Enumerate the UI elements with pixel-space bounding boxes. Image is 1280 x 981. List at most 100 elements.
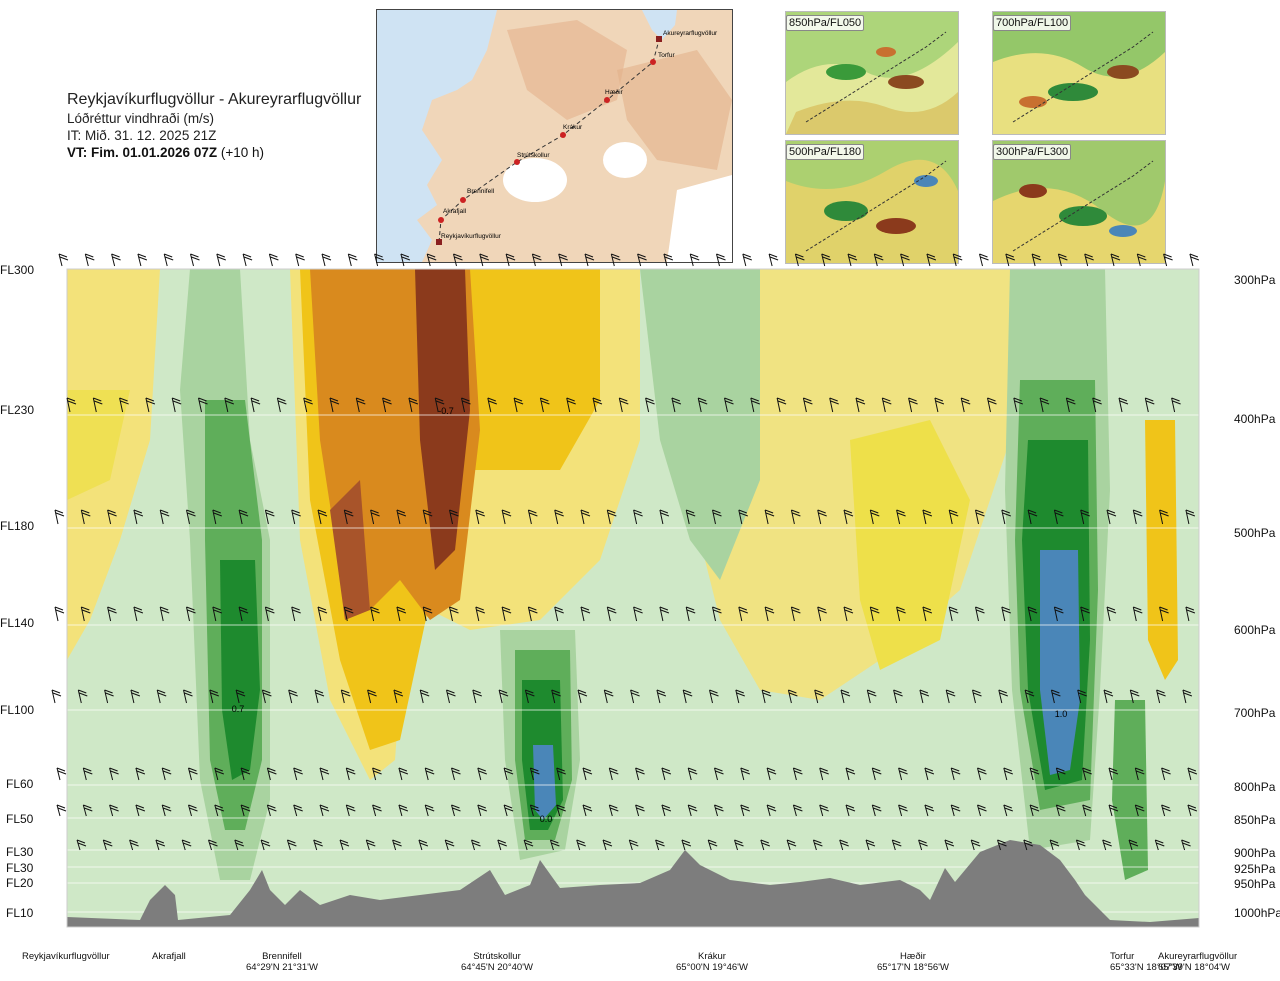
thumbnail-700hpa[interactable]: 700hPa/FL100 [992,11,1166,135]
map-marker-haedir[interactable] [604,97,610,103]
thumbnail-700hpa-label: 700hPa/FL100 [993,15,1072,31]
wind-barb [812,839,823,851]
waypoint-strutskollur[interactable]: Strútskollur 64°45'N 20°40'W [461,951,533,973]
wind-barb [313,839,323,851]
waypoint-haedir-name: Hæðir [900,951,926,962]
glacier-vatnajokull [667,175,732,262]
waypoint-haedir[interactable]: Hæðir 65°17'N 18°56'W [877,951,949,973]
wind-barb [819,804,829,817]
wind-barb [527,606,538,622]
highland-relief [507,20,627,120]
vertical-cross-section[interactable]: -0.7 0.7 0.0 1.0 [0,240,1280,940]
waypoint-akureyri[interactable]: Akureyrarflugvöllur 65°39'N 18°04'W [1158,951,1237,973]
axis-left-fl230: FL230 [0,403,35,417]
waypoint-krakur-name: Krákur [697,951,726,962]
wind-barb [948,606,959,622]
wind-barb [400,253,411,267]
wind-barb [449,509,459,525]
glacier-hofsjokull [603,142,647,178]
wind-barb [1080,606,1090,622]
wind-barb [1082,767,1092,781]
wind-barb [317,509,328,525]
waypoint-akrafjall[interactable]: Akrafjall [152,951,186,962]
wind-barb [606,509,617,525]
wind-barb [398,804,409,817]
wind-barb [1027,606,1038,622]
map-marker-strutskollur[interactable] [514,159,520,165]
wind-barb [712,509,722,525]
wind-barb [707,839,718,851]
waypoint-strutskollur-coord: 64°45'N 20°40'W [461,962,533,973]
wind-barb [242,253,253,267]
waypoint-strutskollur-name: Strútskollur [473,951,521,962]
waypoint-brennifell-name: Brennifell [262,951,302,962]
map-marker-krakur[interactable] [560,132,566,138]
waypoint-krakur[interactable]: Krákur 65°00'N 19°46'W [676,951,748,973]
thumbnail-850hpa[interactable]: 850hPa/FL050 [785,11,959,135]
wind-barb [1144,397,1155,413]
route-map[interactable]: Akureyrarflugvöllur Torfur Hæðir Krákur … [376,9,733,263]
waypoint-torfur-name: Torfur [1110,951,1135,962]
fjord [642,10,677,40]
axis-left-fl30-a: FL30 [6,845,34,859]
wind-barb [1161,804,1171,817]
waypoint-akrafjall-name: Akrafjall [152,951,186,962]
map-marker-reykjavik[interactable] [436,239,442,245]
wind-barb [212,509,222,525]
wind-barb [145,397,156,413]
wind-barb [419,689,430,704]
wind-barb [633,509,643,525]
wind-barb [1118,397,1129,413]
wind-barb [787,689,798,704]
wind-barb [109,804,119,817]
thumbnail-300hpa[interactable]: 300hPa/FL300 [992,140,1166,264]
wind-barb [1065,397,1076,413]
wind-barb [1185,606,1196,622]
waypoint-reykjavik[interactable]: Reykjavíkurflugvöllur [22,951,110,962]
map-marker-akrafjall[interactable] [438,217,444,223]
map-marker-torfur[interactable] [650,59,656,65]
wind-barb [190,253,200,267]
wind-barb [293,804,303,817]
waypoint-akureyri-coord: 65°39'N 18°04'W [1158,962,1230,973]
waypoint-brennifell[interactable]: Brennifell 64°29'N 21°31'W [246,951,318,973]
wind-barb [898,804,908,817]
wind-barb [1029,767,1040,781]
wind-barb [724,397,734,413]
wind-barb [766,804,777,817]
wind-barb [156,689,167,704]
wind-barb [477,804,487,817]
wind-barb [685,509,696,525]
wind-barb [446,689,456,704]
wind-barb [234,839,244,851]
thumbnail-500hpa[interactable]: 500hPa/FL180 [785,140,959,264]
wind-barb [130,689,141,704]
thumbnail-850hpa-image [786,12,958,134]
wind-barb [214,804,224,817]
axis-right-950hpa: 950hPa [1234,877,1276,891]
wind-barb [1053,606,1064,622]
map-marker-brennifell[interactable] [460,197,466,203]
waypoint-brennifell-coord: 64°29'N 21°31'W [246,962,318,973]
wind-barb [80,606,91,622]
wind-barb [682,689,693,704]
region-max-up-east [1040,550,1080,775]
waypoint-torfur[interactable]: Torfur 65°33'N 18°07'W [1110,951,1182,973]
wind-barb [580,509,591,525]
issue-time: IT: Mið. 31. 12. 2025 21Z [67,128,217,143]
wind-barb [345,767,356,781]
wind-barb [129,839,139,851]
wind-barb [82,804,93,817]
wind-barb [209,689,219,704]
wind-barb [137,253,148,267]
wind-barb [186,509,196,525]
wind-barb [291,509,301,525]
map-marker-akureyri[interactable] [656,36,662,42]
wind-barb [764,509,775,525]
wind-barb [1001,509,1011,525]
thumbnail-300hpa-label: 300hPa/FL300 [993,144,1072,160]
wind-barb [738,509,748,525]
axis-left-fl300: FL300 [0,263,35,277]
wind-barb [426,253,437,267]
wind-barb [922,509,933,525]
